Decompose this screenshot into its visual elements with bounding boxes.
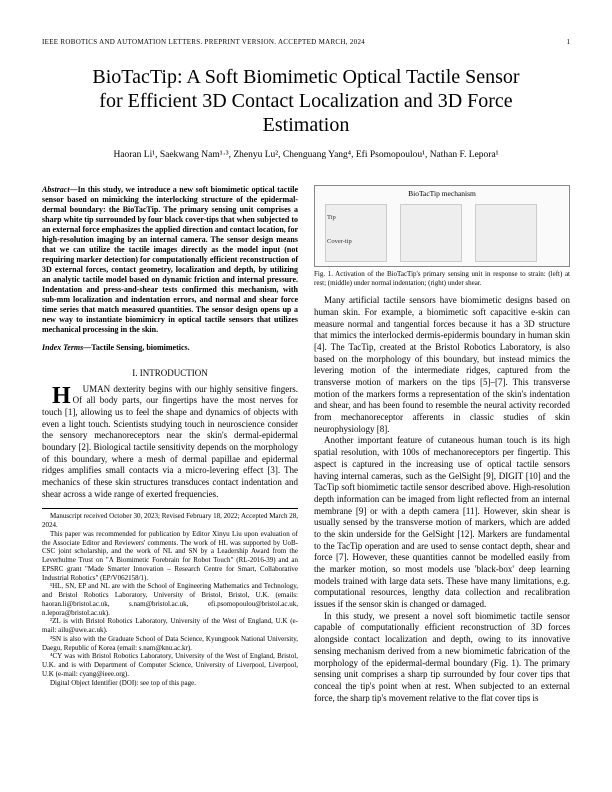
index-terms-text: Tactile Sensing, biomimetics.: [91, 343, 189, 352]
footnote-line: ⁴CY was with Bristol Robotics Laboratory…: [42, 652, 298, 678]
figure-1: BioTacTip mechanism Tip Cover-tip Fig. 1…: [314, 185, 570, 287]
intro-text: UMAN dexterity begins with our highly se…: [42, 384, 298, 499]
figure-1-caption: Fig. 1. Activation of the BioTacTip's pr…: [314, 270, 570, 287]
col2-paragraph-1: Many artificial tactile sensors have bio…: [314, 295, 570, 435]
col2-paragraph-3: In this study, we present a novel soft b…: [314, 611, 570, 705]
footnotes-block: Manuscript received October 30, 2023; Re…: [42, 508, 298, 687]
page-number: 1: [567, 38, 571, 47]
dropcap-h: H: [42, 384, 73, 406]
figure-1-panel-normal: [400, 204, 462, 262]
abstract-block: Abstract—In this study, we introduce a n…: [42, 185, 298, 335]
footnote-line: ¹HL, SN, EP and NL are with the School o…: [42, 582, 298, 617]
right-column: BioTacTip mechanism Tip Cover-tip Fig. 1…: [314, 185, 570, 704]
figure-1-panel-shear: [475, 204, 537, 262]
left-column: Abstract—In this study, we introduce a n…: [42, 185, 298, 704]
footnote-line: This paper was recommended for publicati…: [42, 530, 298, 583]
index-terms-label: Index Terms—: [42, 343, 91, 352]
index-terms: Index Terms—Tactile Sensing, biomimetics…: [42, 343, 298, 353]
abstract-label: Abstract—: [42, 185, 78, 194]
footnote-line: Manuscript received October 30, 2023; Re…: [42, 512, 298, 530]
abstract-text: In this study, we introduce a new soft b…: [42, 185, 298, 334]
section-heading-intro: I. INTRODUCTION: [42, 368, 298, 380]
col2-body: Many artificial tactile sensors have bio…: [314, 295, 570, 704]
figure-1-image: BioTacTip mechanism Tip Cover-tip: [314, 185, 570, 267]
intro-paragraph: HUMAN dexterity begins with our highly s…: [42, 384, 298, 501]
running-header: IEEE ROBOTICS AND AUTOMATION LETTERS. PR…: [42, 38, 570, 47]
col2-paragraph-2: Another important feature of cutaneous h…: [314, 435, 570, 610]
footnote-line: ²ZL is with Bristol Robotics Laboratory,…: [42, 617, 298, 635]
figure-1-label-covertip: Cover-tip: [327, 238, 352, 246]
footnote-line: ³SN is also with the Graduate School of …: [42, 635, 298, 653]
figure-1-inner-title: BioTacTip mechanism: [408, 189, 476, 199]
figure-1-panel-rest: [325, 204, 387, 262]
figure-1-label-tip: Tip: [327, 214, 336, 222]
footnote-line: Digital Object Identifier (DOI): see top…: [42, 679, 298, 688]
author-list: Haoran Li¹, Saekwang Nam¹·³, Zhenyu Lu²,…: [42, 149, 570, 161]
paper-title: BioTacTip: A Soft Biomimetic Optical Tac…: [82, 65, 530, 137]
